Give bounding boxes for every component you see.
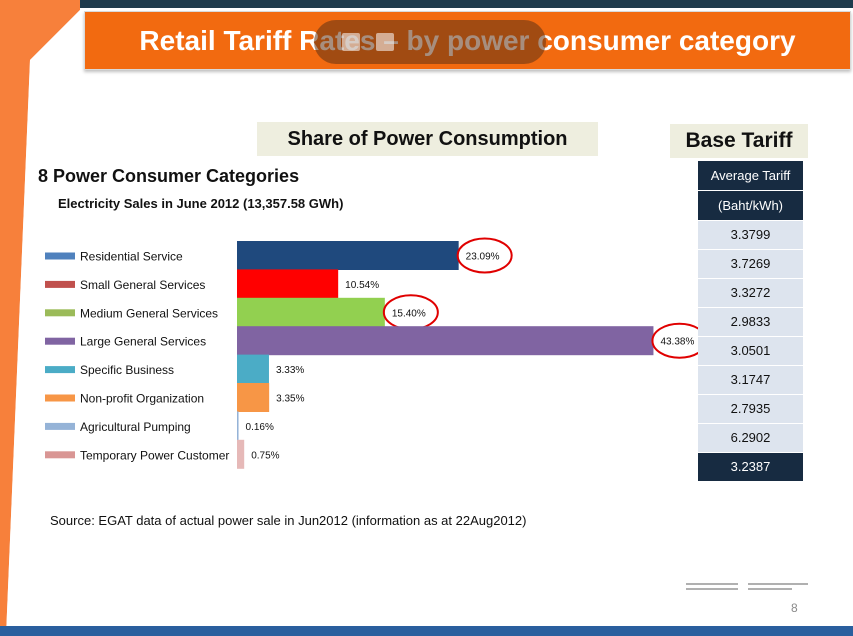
- legend-swatch: [45, 337, 75, 345]
- data-label: 0.75%: [251, 450, 279, 461]
- chart-bar: [237, 383, 270, 412]
- categories-heading: 8 Power Consumer Categories: [38, 166, 300, 186]
- chart-bar: [237, 354, 269, 384]
- tariff-cell: 3.0501: [698, 337, 803, 366]
- legend-label: Non-profit Organization: [80, 392, 204, 406]
- legend-swatch: [45, 422, 75, 430]
- chart-bar: [237, 326, 654, 356]
- legend-label: Medium General Services: [80, 306, 218, 320]
- tariff-cell: 3.1747: [698, 366, 803, 395]
- chart-bar: [237, 297, 385, 327]
- table-header-unit: (Baht/kWh): [698, 191, 803, 221]
- chart-bar: [237, 439, 245, 469]
- top-decorative-strip: [80, 0, 853, 8]
- save-icon[interactable]: [342, 33, 360, 51]
- chart-bar: [237, 411, 239, 441]
- share-heading: Share of Power Consumption: [257, 122, 598, 156]
- legend-swatch: [45, 252, 75, 260]
- highlight-circle: [456, 237, 513, 274]
- tariff-cell: 3.7269: [698, 250, 803, 279]
- base-tariff-heading: Base Tariff: [670, 124, 808, 158]
- tariff-cell: 3.3799: [698, 221, 803, 250]
- data-label: 15.40%: [392, 308, 426, 319]
- chart-bar: [237, 241, 459, 270]
- legend-label: Residential Service: [80, 250, 183, 264]
- decorative-left-shape: [0, 0, 80, 636]
- legend-swatch: [45, 280, 75, 288]
- data-label: 23.09%: [466, 252, 500, 263]
- legend-label: Specific Business: [80, 363, 174, 377]
- tariff-cell: 2.7935: [698, 395, 803, 424]
- legend-label: Large General Services: [80, 335, 206, 349]
- tariff-cell: 3.3272: [698, 279, 803, 308]
- data-label: 43.38%: [660, 337, 694, 348]
- table-header-average-tariff: Average Tariff: [698, 161, 803, 191]
- legend-swatch: [45, 394, 75, 402]
- chart-subheading: Electricity Sales in June 2012 (13,357.5…: [58, 196, 344, 211]
- source-note: Source: EGAT data of actual power sale i…: [50, 513, 527, 528]
- tariff-cell: 2.9833: [698, 308, 803, 337]
- page-number: 8: [791, 601, 798, 615]
- legend-label: Temporary Power Customer: [80, 448, 229, 462]
- print-icon[interactable]: [376, 33, 394, 51]
- legend-swatch: [45, 451, 75, 459]
- regulatory-commission-logo: [686, 581, 814, 595]
- tariff-table: Average Tariff (Baht/kWh) 3.3799 3.7269 …: [698, 161, 803, 482]
- data-label: 3.33%: [276, 365, 304, 376]
- bottom-decorative-bar: [0, 626, 853, 636]
- legend-label: Agricultural Pumping: [80, 420, 191, 434]
- tariff-average-cell: 3.2387: [698, 453, 803, 482]
- viewer-toolbar[interactable]: [314, 20, 546, 64]
- data-label: 0.16%: [246, 422, 274, 433]
- tariff-cell: 6.2902: [698, 424, 803, 453]
- chart-bar: [237, 269, 339, 299]
- legend-swatch: [45, 309, 75, 317]
- legend-label: Small General Services: [80, 278, 205, 292]
- data-label: 3.35%: [276, 394, 304, 405]
- data-label: 10.54%: [345, 280, 379, 291]
- legend-swatch: [45, 366, 75, 374]
